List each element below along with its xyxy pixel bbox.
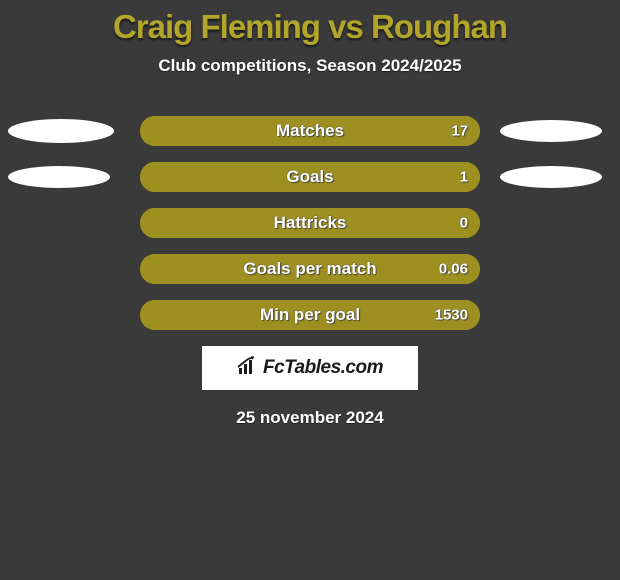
stat-row: Min per goal1530 [0, 300, 620, 330]
stat-value: 0.06 [439, 261, 468, 278]
stat-bar: Min per goal1530 [140, 300, 480, 330]
ellipse-right [500, 120, 602, 142]
stat-label: Goals per match [140, 259, 480, 279]
stat-label: Min per goal [140, 305, 480, 325]
date-text: 25 november 2024 [0, 408, 620, 428]
stat-bar: Goals per match0.06 [140, 254, 480, 284]
stat-value: 17 [451, 123, 468, 140]
stat-value: 0 [460, 215, 468, 232]
stat-label: Goals [140, 167, 480, 187]
subtitle: Club competitions, Season 2024/2025 [0, 56, 620, 76]
stat-bar: Hattricks0 [140, 208, 480, 238]
ellipse-left [8, 166, 110, 188]
stat-row: Goals1 [0, 162, 620, 192]
stat-row: Goals per match0.06 [0, 254, 620, 284]
ellipse-right [500, 166, 602, 188]
page-title: Craig Fleming vs Roughan [0, 0, 620, 46]
stats-rows: Matches17 Goals1 Hattricks0 Goals per match… [0, 116, 620, 330]
brand-box: FcTables.com [202, 346, 418, 390]
brand-text: FcTables.com [263, 357, 383, 379]
ellipse-left [8, 119, 114, 143]
stat-label: Hattricks [140, 213, 480, 233]
stat-row: Hattricks0 [0, 208, 620, 238]
stat-value: 1 [460, 169, 468, 186]
stat-label: Matches [140, 121, 480, 141]
stat-value: 1530 [435, 307, 468, 324]
stat-bar: Matches17 [140, 116, 480, 146]
stat-row: Matches17 [0, 116, 620, 146]
brand-chart-icon [237, 356, 259, 381]
stat-bar: Goals1 [140, 162, 480, 192]
